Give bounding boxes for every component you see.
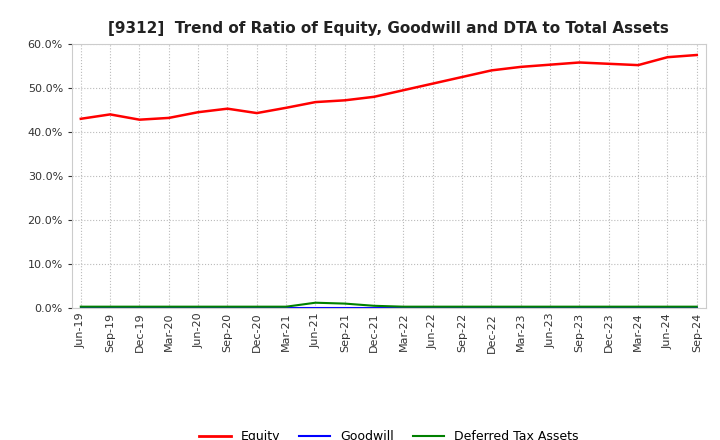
Deferred Tax Assets: [634, 304, 642, 309]
Deferred Tax Assets: [370, 303, 379, 308]
Goodwill: [223, 305, 232, 310]
Deferred Tax Assets: [253, 304, 261, 309]
Goodwill: [164, 305, 173, 310]
Equity: [458, 74, 467, 80]
Equity: [253, 110, 261, 116]
Goodwill: [546, 305, 554, 310]
Deferred Tax Assets: [693, 304, 701, 309]
Equity: [634, 62, 642, 68]
Equity: [223, 106, 232, 111]
Deferred Tax Assets: [546, 304, 554, 309]
Deferred Tax Assets: [164, 304, 173, 309]
Goodwill: [253, 305, 261, 310]
Goodwill: [634, 305, 642, 310]
Deferred Tax Assets: [282, 304, 290, 309]
Goodwill: [575, 305, 584, 310]
Equity: [135, 117, 144, 122]
Equity: [106, 112, 114, 117]
Deferred Tax Assets: [487, 304, 496, 309]
Equity: [663, 55, 672, 60]
Equity: [487, 68, 496, 73]
Deferred Tax Assets: [76, 304, 85, 309]
Deferred Tax Assets: [428, 304, 437, 309]
Goodwill: [311, 305, 320, 310]
Goodwill: [458, 305, 467, 310]
Deferred Tax Assets: [605, 304, 613, 309]
Deferred Tax Assets: [341, 301, 349, 306]
Deferred Tax Assets: [399, 304, 408, 309]
Equity: [282, 105, 290, 110]
Deferred Tax Assets: [575, 304, 584, 309]
Goodwill: [341, 305, 349, 310]
Line: Deferred Tax Assets: Deferred Tax Assets: [81, 303, 697, 307]
Goodwill: [399, 305, 408, 310]
Deferred Tax Assets: [458, 304, 467, 309]
Equity: [428, 81, 437, 86]
Goodwill: [663, 305, 672, 310]
Equity: [341, 98, 349, 103]
Equity: [516, 64, 525, 70]
Deferred Tax Assets: [106, 304, 114, 309]
Equity: [575, 60, 584, 65]
Goodwill: [516, 305, 525, 310]
Equity: [194, 110, 202, 115]
Deferred Tax Assets: [194, 304, 202, 309]
Goodwill: [605, 305, 613, 310]
Goodwill: [135, 305, 144, 310]
Goodwill: [76, 305, 85, 310]
Equity: [370, 94, 379, 99]
Deferred Tax Assets: [135, 304, 144, 309]
Equity: [605, 61, 613, 66]
Deferred Tax Assets: [223, 304, 232, 309]
Equity: [76, 116, 85, 121]
Deferred Tax Assets: [663, 304, 672, 309]
Goodwill: [370, 305, 379, 310]
Legend: Equity, Goodwill, Deferred Tax Assets: Equity, Goodwill, Deferred Tax Assets: [194, 425, 583, 440]
Deferred Tax Assets: [311, 300, 320, 305]
Deferred Tax Assets: [516, 304, 525, 309]
Equity: [311, 99, 320, 105]
Equity: [399, 88, 408, 93]
Equity: [693, 52, 701, 58]
Goodwill: [487, 305, 496, 310]
Equity: [164, 115, 173, 121]
Goodwill: [106, 305, 114, 310]
Goodwill: [282, 305, 290, 310]
Goodwill: [194, 305, 202, 310]
Line: Equity: Equity: [81, 55, 697, 120]
Title: [9312]  Trend of Ratio of Equity, Goodwill and DTA to Total Assets: [9312] Trend of Ratio of Equity, Goodwil…: [109, 21, 669, 36]
Goodwill: [428, 305, 437, 310]
Goodwill: [693, 305, 701, 310]
Equity: [546, 62, 554, 67]
